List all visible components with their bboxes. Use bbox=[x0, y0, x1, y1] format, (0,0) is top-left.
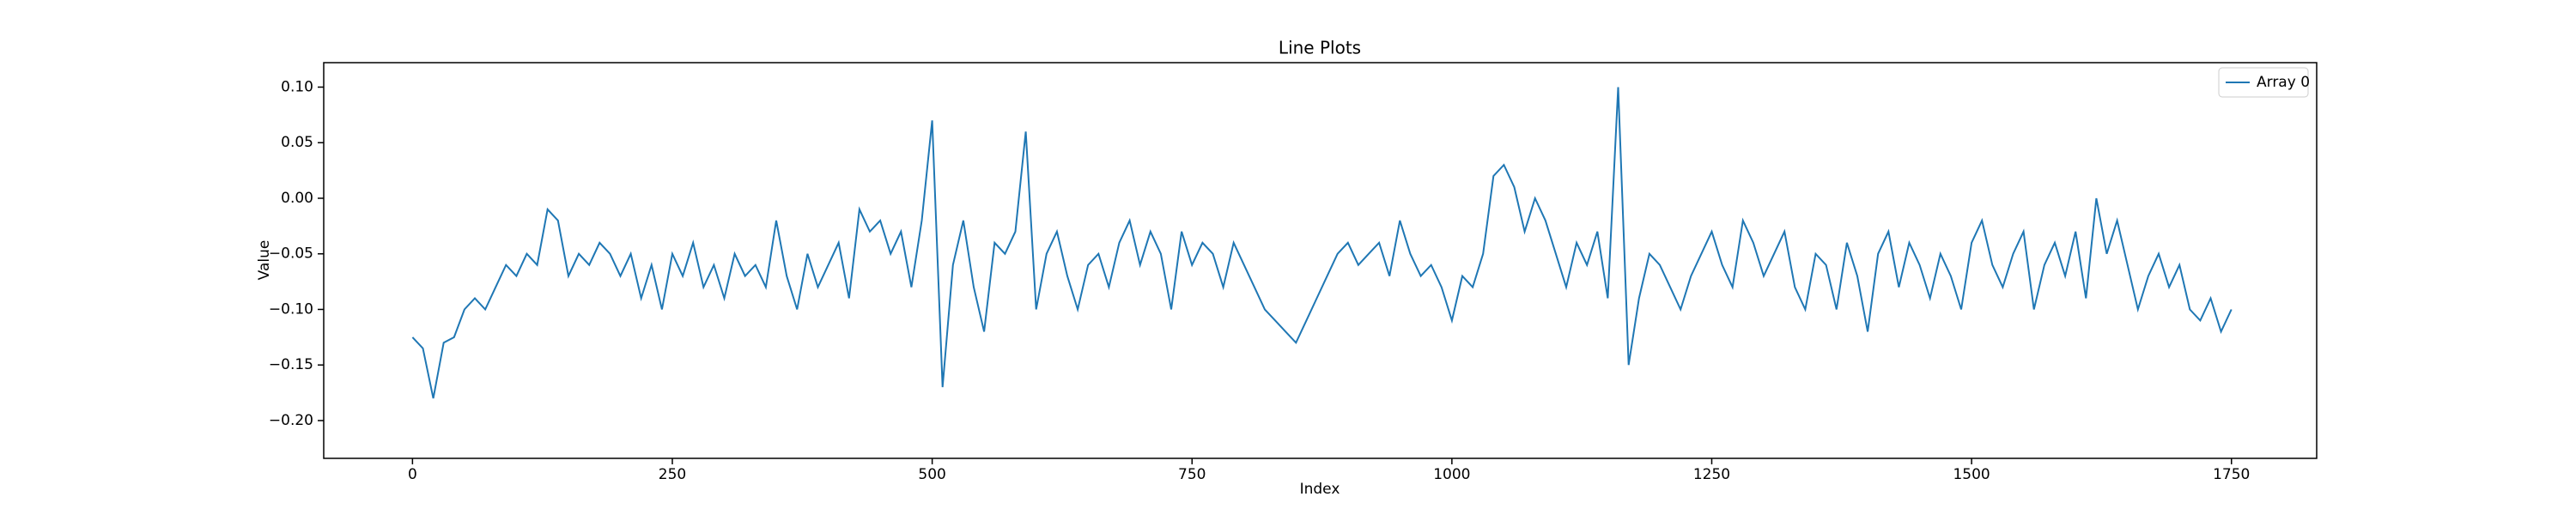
y-tick-label: 0.05 bbox=[281, 134, 313, 151]
y-tick-label: 0.00 bbox=[281, 190, 313, 207]
x-tick-label: 1750 bbox=[2213, 466, 2250, 483]
x-tick-label: 250 bbox=[659, 466, 686, 483]
x-tick-label: 1500 bbox=[1953, 466, 1990, 483]
y-axis-label: Value bbox=[256, 240, 273, 281]
legend-box bbox=[2218, 67, 2309, 98]
y-tick-label: −0.10 bbox=[269, 300, 313, 318]
x-axis-label: Index bbox=[1300, 481, 1340, 498]
y-tick-label: −0.20 bbox=[269, 412, 313, 429]
x-tick-label: 750 bbox=[1178, 466, 1206, 483]
axes-frame bbox=[323, 62, 2318, 459]
x-tick-label: 500 bbox=[918, 466, 945, 483]
y-tick-label: 0.10 bbox=[281, 78, 313, 95]
chart-title: Line Plots bbox=[1279, 38, 1361, 58]
line-series bbox=[411, 87, 2233, 399]
y-tick-label: −0.15 bbox=[269, 356, 313, 373]
legend-label: Array 0 bbox=[2257, 74, 2310, 91]
y-tick-label: −0.05 bbox=[269, 245, 313, 263]
x-tick-label: 1250 bbox=[1693, 466, 1730, 483]
x-tick-label: 0 bbox=[408, 466, 417, 483]
x-tick-label: 1000 bbox=[1433, 466, 1470, 483]
